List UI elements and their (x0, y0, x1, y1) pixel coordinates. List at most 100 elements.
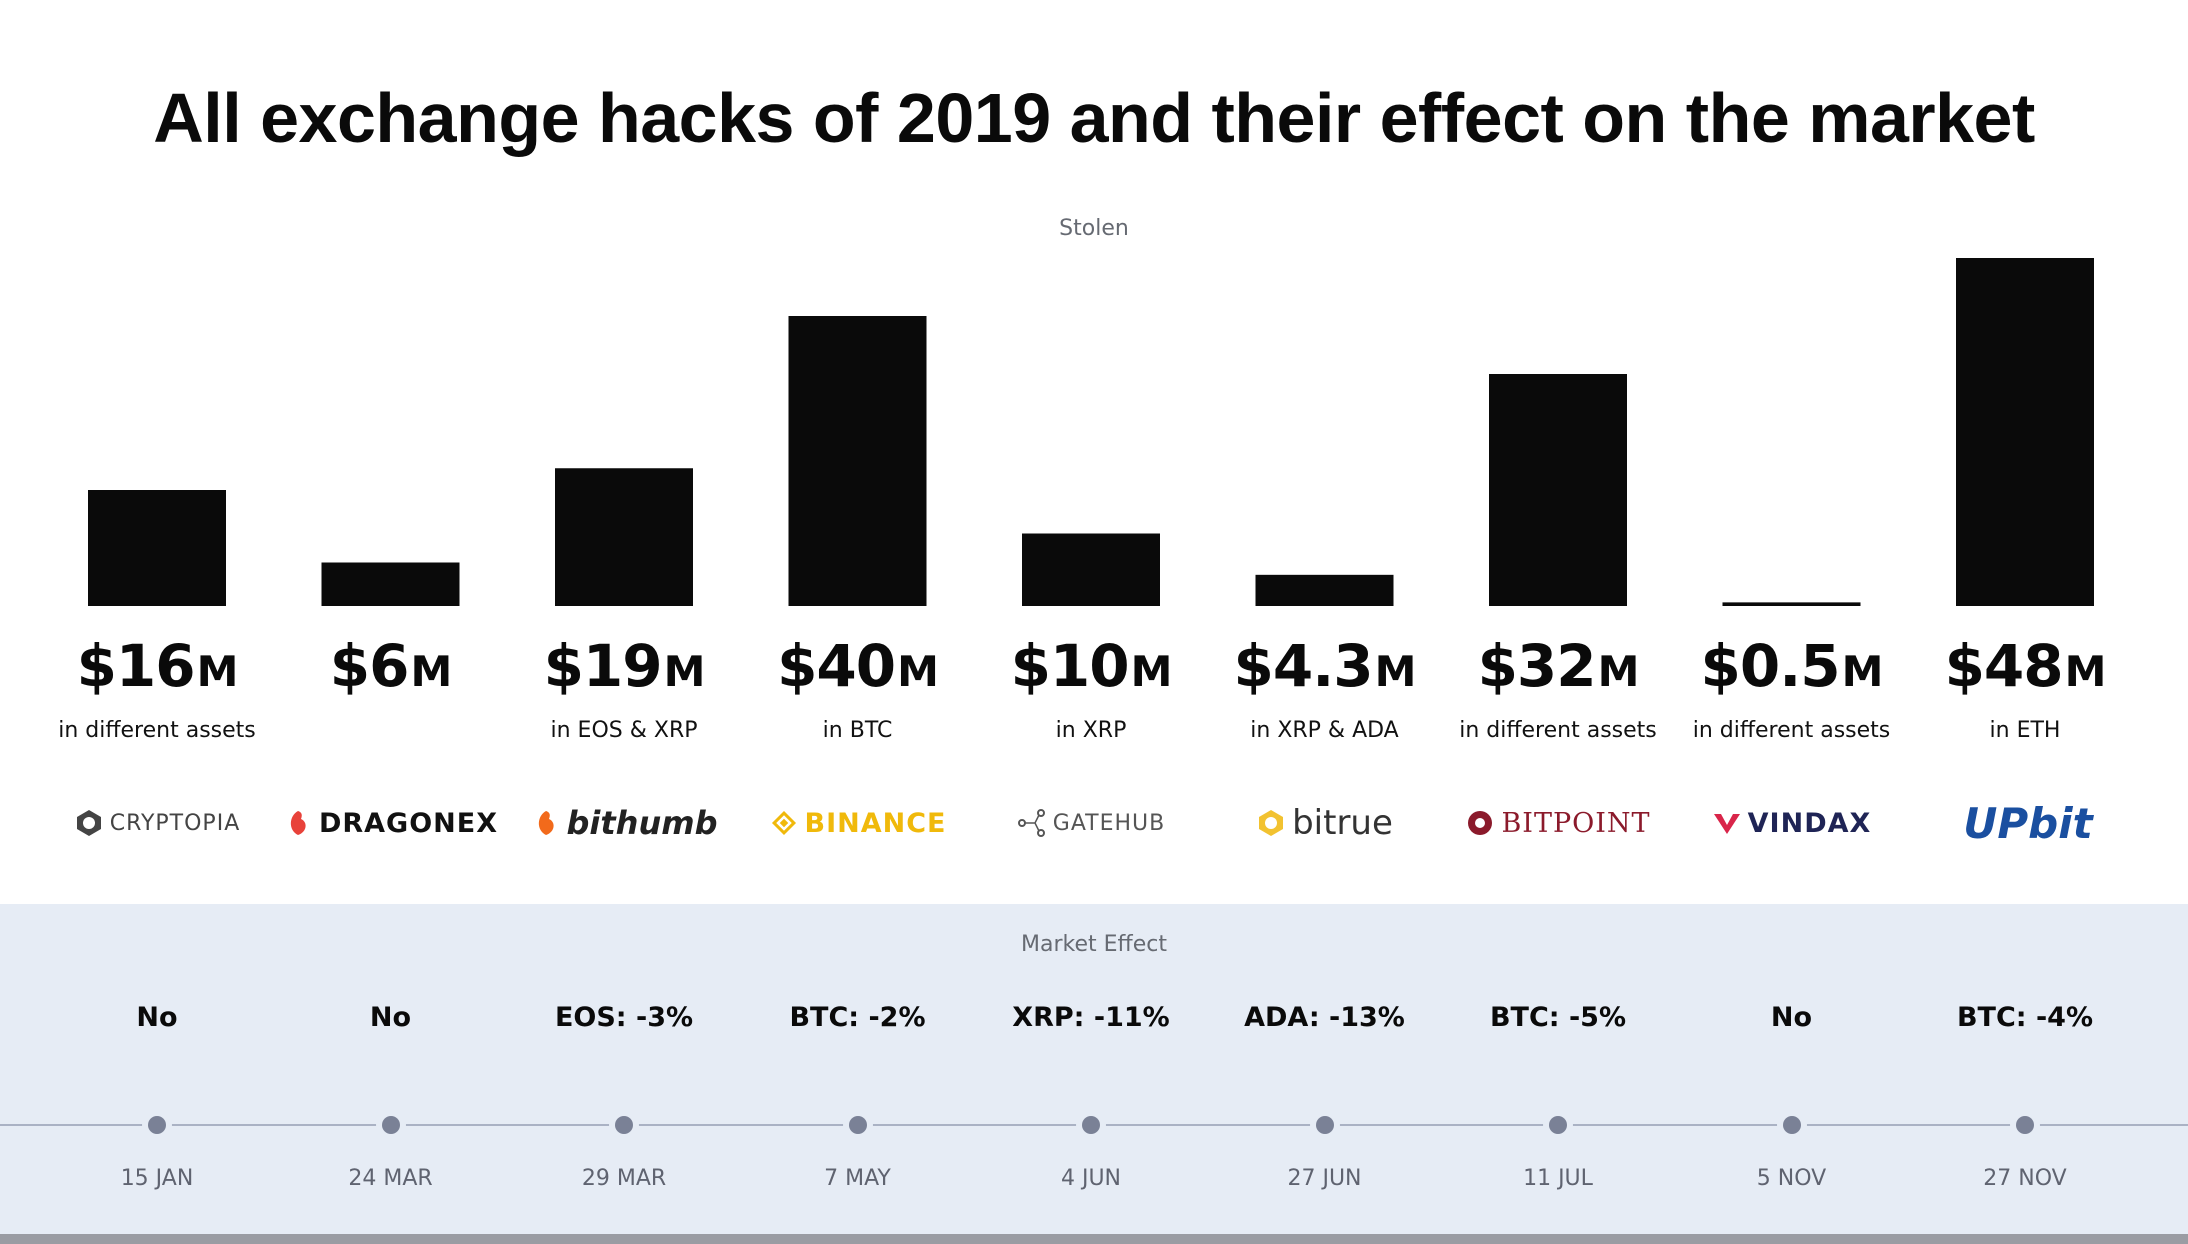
asset-label: in different assets (1692, 718, 1891, 743)
timeline-dot (609, 1110, 639, 1140)
date-label: 24 MAR (348, 1166, 433, 1191)
logo-bithumb: bithumb (514, 793, 734, 853)
value-number: $19 (543, 632, 663, 700)
date-label: 27 JUN (1287, 1166, 1362, 1191)
bar-bitrue (1255, 574, 1394, 606)
value-unit: M (1374, 647, 1417, 696)
bar-bithumb (555, 468, 693, 606)
logo-bitpoint: BITPOINT (1448, 793, 1668, 853)
logo-text: DRAGONEX (318, 807, 499, 839)
logo-upbit: UPbit (1915, 793, 2135, 853)
value-number: $16 (76, 632, 196, 700)
value-unit: M (1841, 647, 1884, 696)
value-label: $10M (991, 632, 1191, 700)
bar-vindax (1722, 602, 1861, 606)
value-unit: M (2064, 647, 2107, 696)
timeline-dot (842, 1110, 873, 1140)
asset-label: in XRP (1055, 718, 1127, 743)
stolen-bar-chart (88, 258, 2094, 606)
market-effect-value: No (1770, 1002, 1813, 1033)
market-effect-value: No (369, 1002, 412, 1033)
value-unit: M (1130, 647, 1173, 696)
bar-bitpoint (1489, 374, 1627, 606)
bitpoint-circle-icon (1468, 811, 1493, 835)
market-effect-value: XRP: -11% (1012, 1002, 1170, 1033)
date-label: 29 MAR (581, 1166, 667, 1191)
market-effect-value: EOS: -3% (554, 1002, 694, 1033)
timeline-dot (142, 1110, 172, 1140)
market-effect-value: BTC: -2% (789, 1002, 926, 1033)
timeline-dot (1076, 1110, 1106, 1140)
logo-text: CRYPTOPIA (109, 810, 241, 836)
stolen-section-label: Stolen (1059, 216, 1129, 241)
bar-cryptopia (88, 490, 226, 606)
bar-upbit (1956, 258, 2094, 606)
asset-label: in different assets (1459, 718, 1657, 743)
asset-label: in ETH (1989, 718, 2061, 743)
binance-diamond-icon (771, 810, 796, 836)
value-number: $40 (777, 632, 896, 700)
value-unit: M (410, 647, 452, 696)
date-label: 11 JUL (1523, 1166, 1593, 1191)
logo-text: UPbit (1963, 798, 2093, 848)
logo-text: BINANCE (804, 807, 947, 839)
date-label: 4 JUN (1060, 1166, 1122, 1191)
date-label: 15 JAN (120, 1166, 194, 1191)
value-number: $0.5 (1700, 632, 1841, 700)
value-label: $6M (291, 632, 491, 700)
value-label: $32M (1458, 632, 1658, 700)
date-label: 7 MAY (824, 1166, 891, 1191)
bar-gatehub (1022, 533, 1160, 606)
market-effect-panel: Market Effect No 15 JAN No 24 MAR EOS: -3% 29… (0, 904, 2188, 1234)
value-number: $32 (1477, 632, 1597, 700)
logo-text: VINDAX (1747, 807, 1872, 839)
value-label: $16M (57, 632, 257, 700)
market-effect-value: BTC: -4% (1956, 1002, 2094, 1033)
bar-dragonex (321, 562, 460, 606)
market-effect-value: No (136, 1002, 178, 1033)
logo-text: BITPOINT (1501, 807, 1651, 839)
market-effect-value: BTC: -5% (1489, 1002, 1627, 1033)
bitrue-hex-icon (1259, 810, 1284, 836)
timeline-dot (375, 1110, 406, 1140)
timeline-dot (1543, 1110, 1573, 1140)
asset-label: in EOS & XRP (550, 718, 698, 743)
value-unit: M (1597, 647, 1640, 696)
bottom-border (0, 1234, 2188, 1244)
market-effect-label: Market Effect (1021, 932, 1167, 957)
value-label: $4.3M (1225, 632, 1425, 700)
timeline-dot (1309, 1110, 1340, 1140)
logo-cryptopia: CRYPTOPIA (47, 793, 267, 853)
bithumb-icon (538, 811, 554, 835)
value-label: $40M (758, 632, 958, 700)
logo-text: bithumb (566, 804, 718, 842)
value-number: $48 (1944, 632, 2064, 700)
value-number: $10 (1010, 632, 1130, 700)
chart-title: All exchange hacks of 2019 and their eff… (153, 79, 2035, 157)
logo-gatehub: GATEHUB (981, 793, 1201, 853)
logo-text: bitrue (1292, 803, 1393, 843)
asset-label: in XRP & ADA (1250, 718, 1399, 743)
date-label: 27 NOV (1983, 1166, 2067, 1191)
hexagon-icon (76, 810, 101, 836)
vindax-v-icon (1713, 814, 1740, 834)
logo-bitrue: bitrue (1215, 793, 1435, 853)
date-label: 5 NOV (1756, 1166, 1827, 1191)
asset-label: in different assets (58, 718, 256, 743)
value-label: $48M (1925, 632, 2125, 700)
bar-binance (788, 316, 927, 606)
logo-text: GATEHUB (1052, 810, 1166, 836)
value-number: $6 (329, 632, 410, 700)
node-graph-icon (1017, 809, 1045, 837)
logo-dragonex: DRAGONEX (281, 793, 501, 853)
dragon-icon (290, 811, 306, 835)
market-effect-value: ADA: -13% (1244, 1002, 1405, 1033)
logo-vindax: VINDAX (1682, 793, 1902, 853)
timeline-dot (2010, 1110, 2040, 1140)
timeline-dot (1776, 1110, 1807, 1140)
value-unit: M (663, 647, 706, 696)
logo-binance: BINANCE (748, 793, 968, 853)
value-unit: M (196, 647, 239, 696)
value-unit: M (897, 647, 939, 696)
value-label: $0.5M (1692, 632, 1892, 700)
